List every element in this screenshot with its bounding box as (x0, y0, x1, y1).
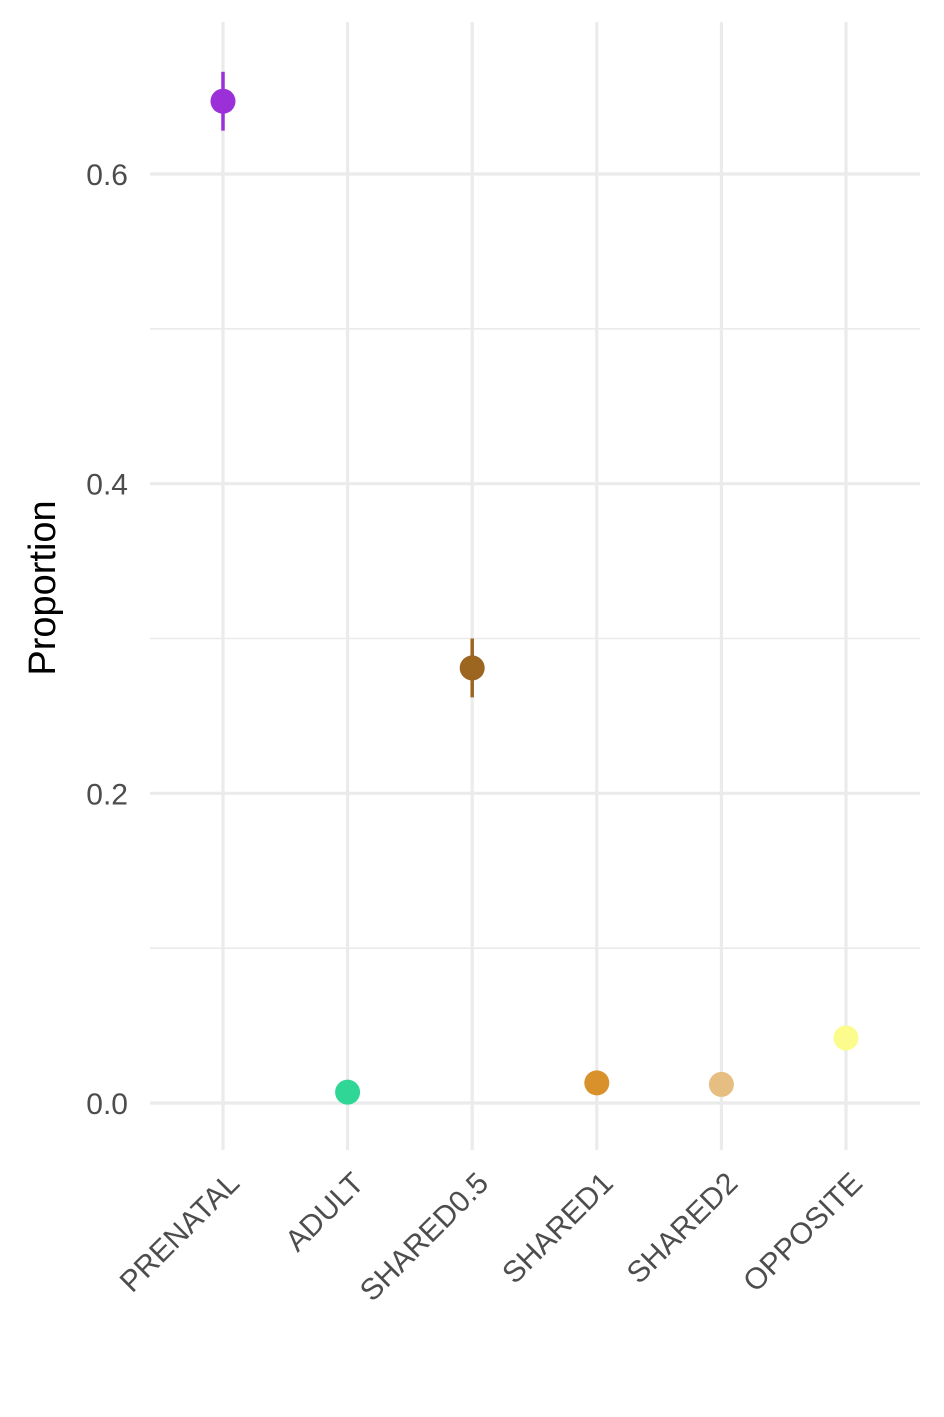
data-point (833, 1025, 859, 1051)
x-tick-label: SHARED0.5 (354, 1167, 495, 1308)
x-tick-label: SHARED2 (621, 1167, 745, 1291)
y-axis: 0.0 0.2 0.4 0.6 (86, 159, 128, 1121)
y-tick-label: 0.2 (86, 778, 128, 811)
data-point (459, 655, 485, 681)
grid (150, 22, 920, 1150)
data-point (335, 1079, 361, 1105)
x-tick-label: ADULT (279, 1167, 370, 1258)
data-points (210, 88, 859, 1105)
y-tick-label: 0.4 (86, 469, 128, 502)
y-tick-label: 0.0 (86, 1088, 128, 1121)
y-tick-label: 0.6 (86, 159, 128, 192)
x-tick-label: PRENATAL (114, 1167, 246, 1299)
x-tick-label: OPPOSITE (737, 1167, 869, 1299)
y-axis-title: Proportion (22, 500, 64, 675)
data-point (584, 1070, 610, 1096)
data-point (708, 1071, 734, 1097)
data-point (210, 88, 236, 114)
x-tick-label: SHARED1 (496, 1167, 620, 1291)
